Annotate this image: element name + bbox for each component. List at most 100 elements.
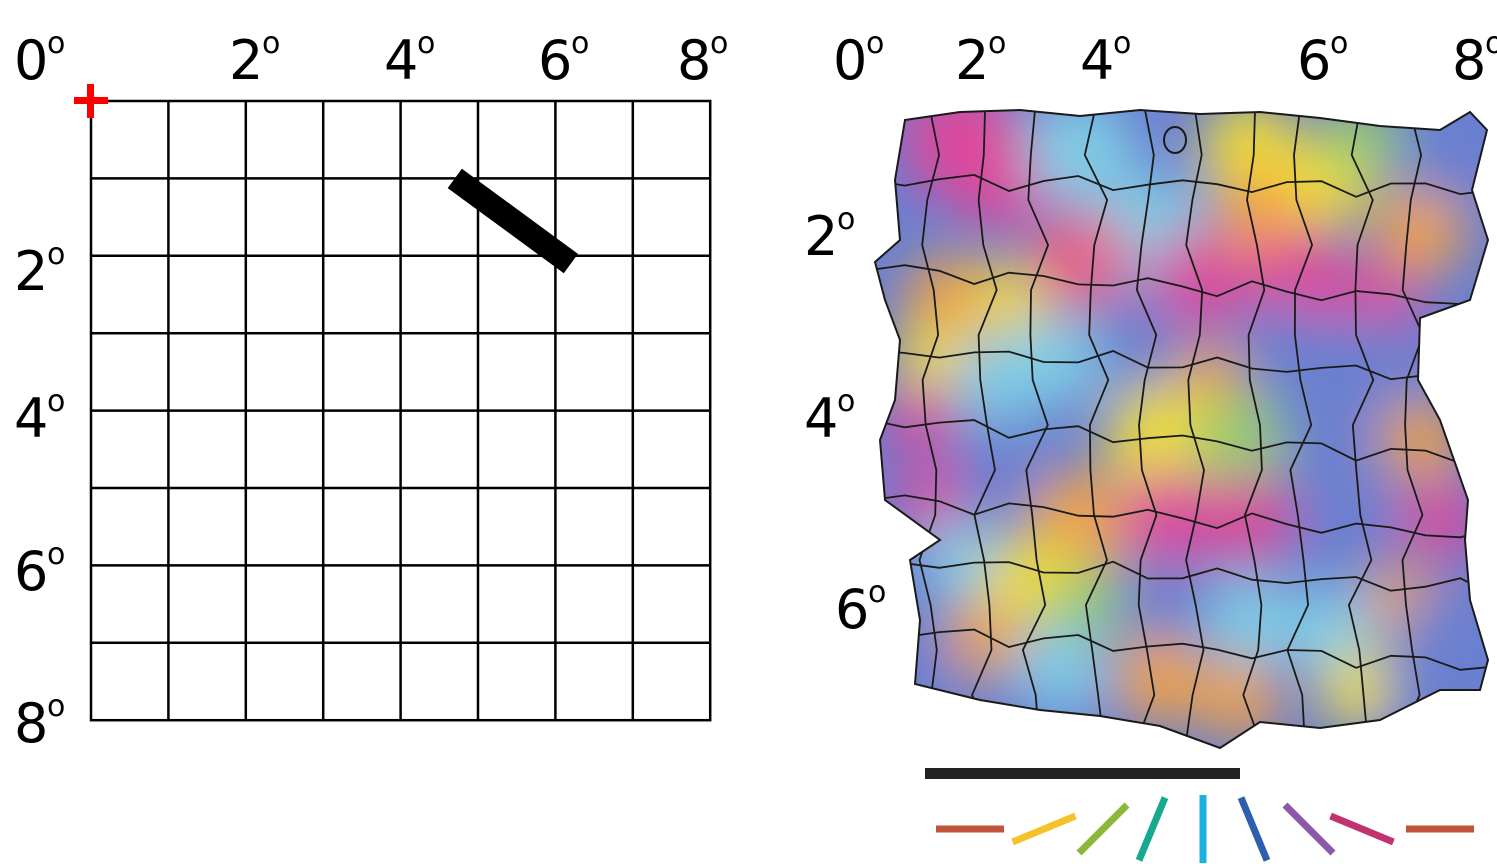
orientation-key-line: [1329, 812, 1395, 846]
retinotopic-contours: [875, 110, 1488, 741]
map-color-patch: [1205, 575, 1295, 665]
contour-vertical: [1135, 110, 1158, 741]
map-color-patch: [1205, 475, 1295, 565]
contour-horizontal: [875, 349, 1488, 386]
orientation-key-line: [1135, 796, 1169, 862]
top-label-unit: o: [47, 26, 65, 61]
map-color-patch: [1025, 110, 1135, 205]
map-color-patch: [1150, 230, 1250, 330]
contour-horizontal: [875, 264, 1488, 305]
map-color-patch: [1305, 475, 1395, 565]
map-color-patch: [1375, 185, 1465, 275]
map-top-label-value: 4: [1080, 29, 1114, 92]
map-top-label: 2o: [955, 26, 1006, 92]
map-color-patch: [945, 425, 1035, 515]
side-label-value: 8: [14, 692, 48, 755]
map-side-label-unit: o: [837, 384, 855, 419]
orientation-key-line: [1011, 812, 1077, 846]
visual-field-grid: [89, 99, 712, 722]
top-label-value: 4: [384, 29, 418, 92]
map-color-patch: [1275, 375, 1365, 465]
map-top-label-value: 6: [1297, 29, 1331, 92]
map-top-label-unit: o: [1485, 26, 1497, 61]
top-degree-labels: 0o 2o 4o 6o 8o: [14, 26, 728, 92]
side-label: 4o: [14, 384, 65, 450]
orientation-key-line: [1282, 802, 1336, 856]
top-label-unit: o: [571, 26, 589, 61]
map-color-patch: [1400, 120, 1480, 200]
contour-vertical: [1398, 110, 1424, 741]
map-color-patch: [1320, 650, 1400, 730]
contour-horizontal: [875, 559, 1488, 597]
map-side-label: 6o: [835, 575, 886, 641]
side-label: 6o: [14, 537, 65, 603]
orientation-key-line: [1237, 796, 1271, 862]
top-label: 0o: [14, 26, 65, 92]
side-label-unit: o: [47, 237, 65, 272]
map-color-patch: [1400, 480, 1480, 560]
map-top-degree-labels: 0o 2o 4o 6o 8o: [833, 26, 1497, 92]
map-side-label: 4o: [804, 384, 855, 450]
map-top-label: 0o: [833, 26, 884, 92]
map-color-patch: [1190, 390, 1290, 490]
top-label-unit: o: [710, 26, 728, 61]
top-label: 8o: [677, 26, 728, 92]
top-label-value: 8: [677, 29, 711, 92]
map-side-label-value: 2: [804, 205, 838, 268]
map-top-label: 4o: [1080, 26, 1131, 92]
top-label: 4o: [384, 26, 435, 92]
map-color-patch: [975, 265, 1045, 335]
top-label-value: 2: [229, 29, 263, 92]
map-top-label-unit: o: [1113, 26, 1131, 61]
map-top-label-value: 2: [955, 29, 989, 92]
top-label-value: 6: [538, 29, 572, 92]
map-color-patch: [1015, 625, 1105, 715]
map-color-patch: [1200, 660, 1280, 740]
top-label: 2o: [229, 26, 280, 92]
map-color-patch: [1030, 210, 1130, 310]
contour-horizontal: [875, 628, 1488, 671]
contour-vertical: [971, 110, 998, 741]
contour-horizontal: [875, 494, 1488, 539]
contour-vertical: [1021, 110, 1050, 741]
map-color-patch: [1105, 385, 1215, 495]
map-top-label-unit: o: [1330, 26, 1348, 61]
orientation-map: [875, 110, 1488, 748]
map-side-label-unit: o: [868, 575, 886, 610]
top-label-value: 0: [14, 29, 48, 92]
top-label-unit: o: [417, 26, 435, 61]
side-label-value: 6: [14, 540, 48, 603]
map-color-patch: [1115, 635, 1205, 725]
map-side-label: 2o: [804, 202, 855, 268]
map-color-patch: [950, 130, 1050, 230]
map-color-patch: [1095, 295, 1185, 385]
map-color-patch: [1320, 110, 1400, 180]
contour-vertical: [1083, 110, 1110, 741]
map-top-label-unit: o: [866, 26, 884, 61]
side-label-value: 2: [14, 240, 48, 303]
map-color-patch: [900, 630, 960, 690]
map-top-label-unit: o: [988, 26, 1006, 61]
contour-horizontal: [875, 419, 1488, 465]
map-color-patch: [1050, 560, 1130, 640]
orientation-key-line: [1076, 802, 1130, 856]
contour-vertical: [1347, 110, 1375, 741]
map-top-label: 8o: [1452, 26, 1497, 92]
map-top-label: 6o: [1297, 26, 1348, 92]
map-side-label-value: 6: [835, 578, 869, 641]
top-label: 6o: [538, 26, 589, 92]
map-color-patch: [1240, 300, 1320, 380]
contour-horizontal: [875, 173, 1488, 198]
orientation-color-key: [936, 795, 1474, 863]
map-color-field: [885, 110, 1485, 740]
map-color-patch: [1120, 470, 1220, 570]
map-side-label-value: 4: [804, 387, 838, 450]
map-side-label-unit: o: [837, 202, 855, 237]
map-contour-island: [1163, 126, 1187, 154]
side-label-unit: o: [47, 384, 65, 419]
